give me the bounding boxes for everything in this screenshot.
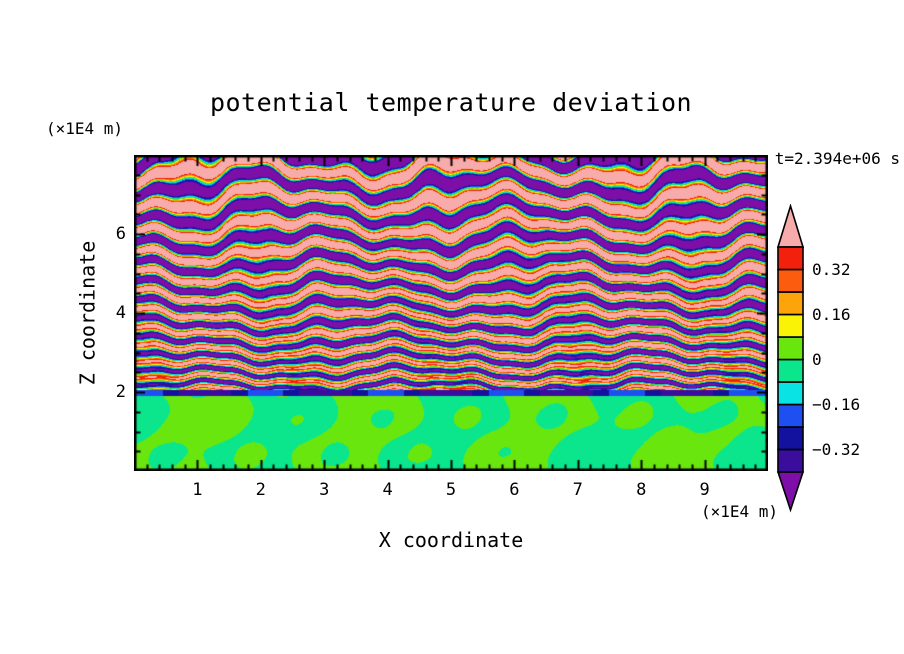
colorbar-segment — [777, 268, 804, 293]
z-axis-unit-label: (×1E4 m) — [46, 119, 124, 138]
x-axis-title: X coordinate — [378, 528, 524, 552]
contour-field-canvas — [134, 155, 768, 471]
colorbar-tick-label: 0 — [812, 349, 822, 369]
colorbar-segment — [777, 336, 804, 361]
colorbar-segment — [777, 313, 804, 338]
colorbar-segment — [777, 426, 804, 451]
colorbar-tick-label: 0.32 — [812, 259, 851, 279]
z-tick-label: 4 — [115, 303, 126, 323]
x-tick-label: 9 — [699, 480, 710, 500]
x-tick-label: 3 — [319, 480, 330, 500]
colorbar-tick-label: 0.16 — [812, 304, 851, 324]
colorbar-segment — [777, 358, 804, 383]
x-axis-unit-label: (×1E4 m) — [700, 502, 778, 521]
x-tick-label: 5 — [445, 480, 457, 500]
time-annotation: t=2.394e+06 s — [774, 149, 900, 168]
colorbar-over-arrow — [776, 204, 805, 248]
x-tick-label: 7 — [572, 480, 583, 500]
z-tick-label: 6 — [115, 224, 126, 244]
chart-title: potential temperature deviation — [209, 88, 693, 117]
z-tick-label: 2 — [115, 382, 126, 402]
colorbar-tick-label: −0.32 — [812, 439, 861, 459]
x-tick-label: 1 — [192, 480, 203, 500]
colorbar-segment — [777, 246, 804, 271]
colorbar-segment — [777, 448, 804, 473]
colorbar-under-arrow — [776, 471, 805, 513]
colorbar-segment — [777, 381, 804, 406]
colorbar-tick-label: −0.16 — [812, 394, 861, 414]
colorbar-segment — [777, 291, 804, 316]
x-tick-label: 2 — [255, 480, 266, 500]
colorbar — [776, 204, 805, 513]
x-tick-label: 4 — [382, 480, 393, 500]
colorbar-segment — [777, 403, 804, 428]
z-axis-title: Z coordinate — [75, 240, 99, 386]
x-tick-label: 8 — [636, 480, 647, 500]
x-tick-label: 6 — [509, 480, 520, 500]
